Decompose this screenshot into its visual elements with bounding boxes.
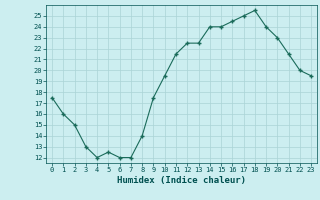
X-axis label: Humidex (Indice chaleur): Humidex (Indice chaleur) xyxy=(117,176,246,185)
